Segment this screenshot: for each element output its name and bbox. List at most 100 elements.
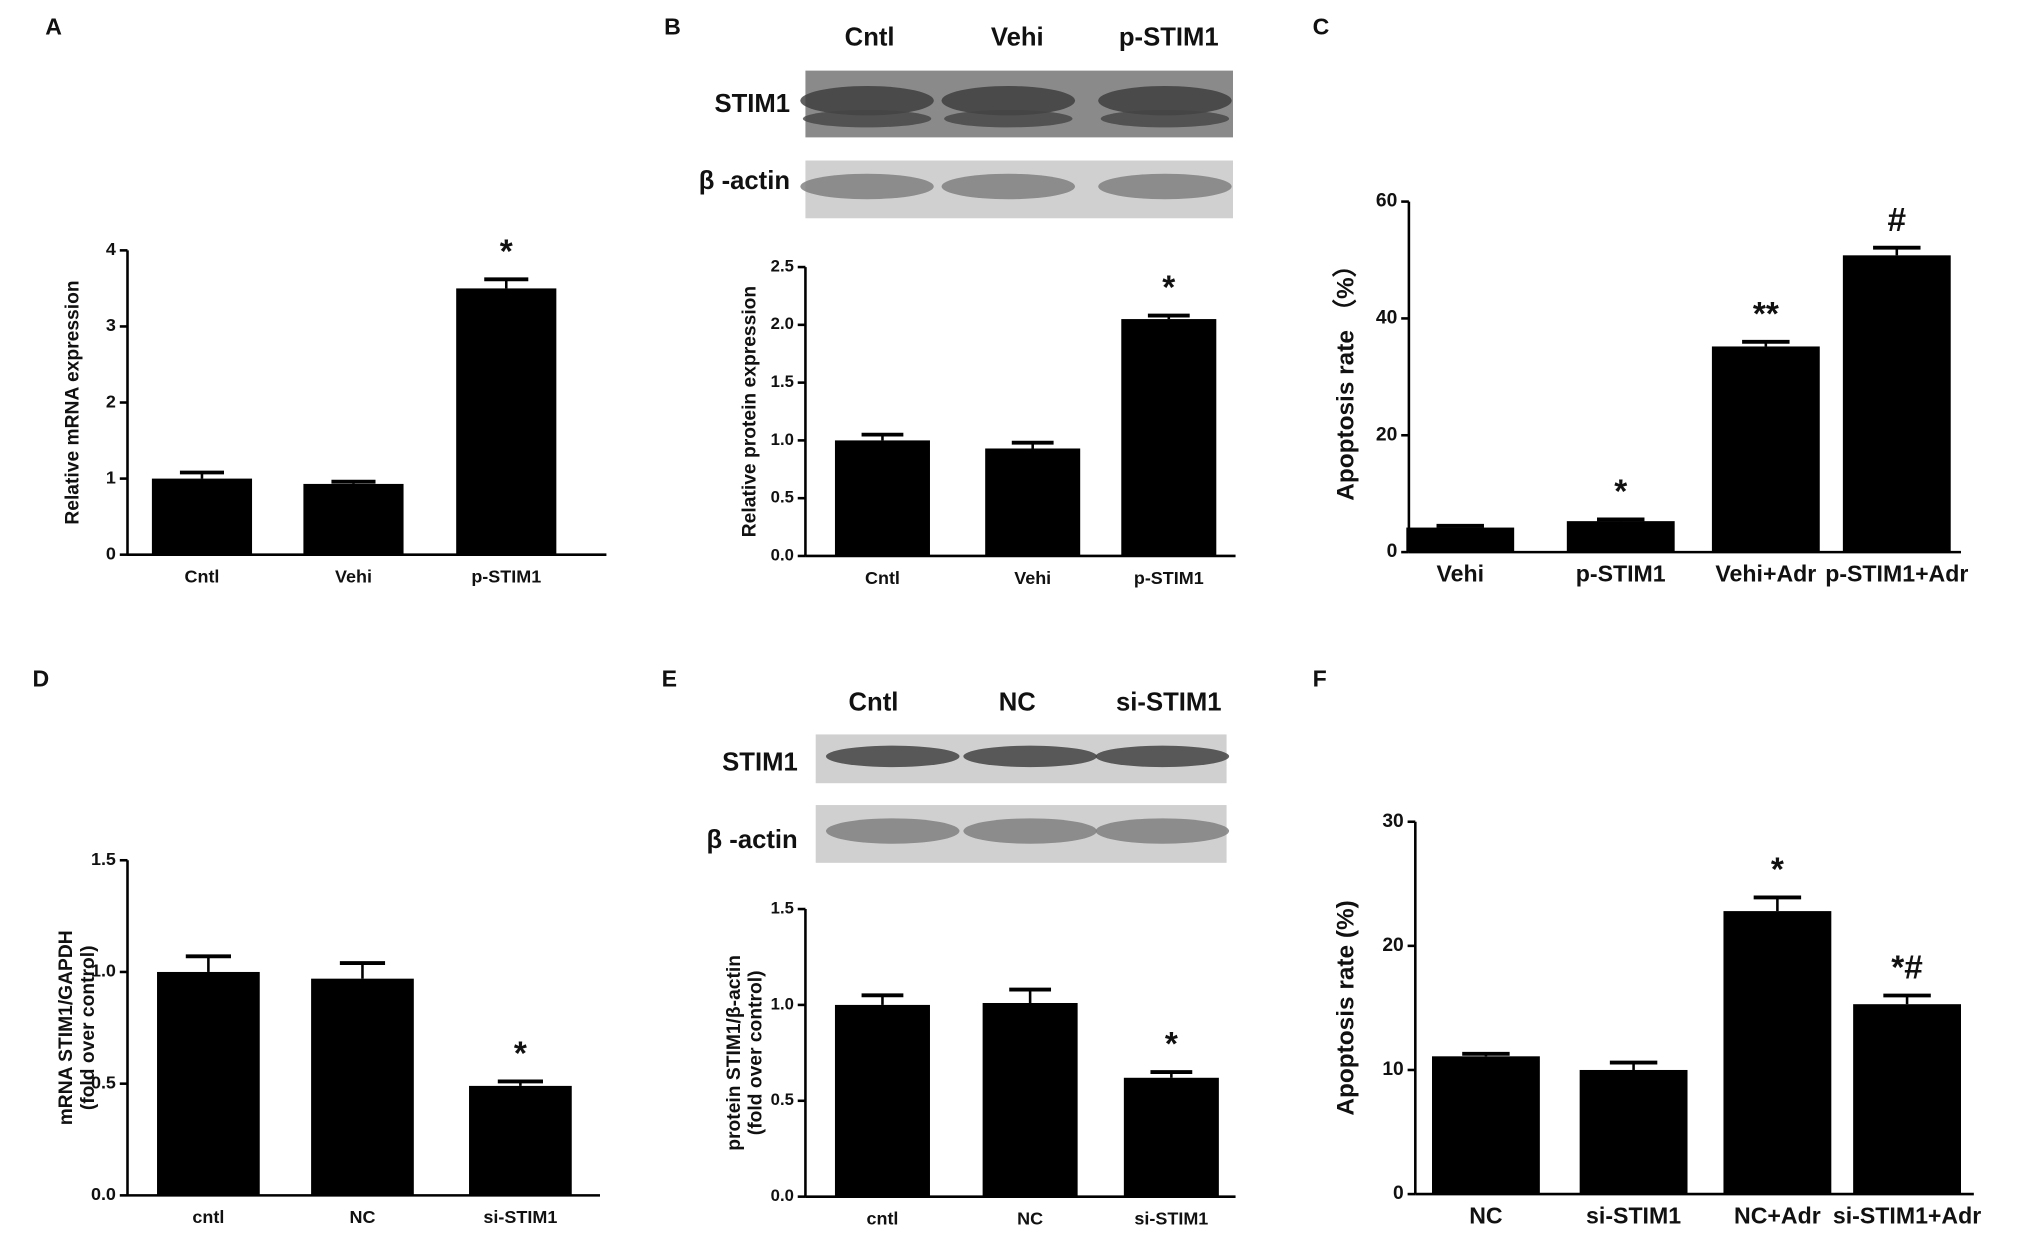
y-tick-label: 1.5: [771, 372, 794, 391]
y-tick-label: 1.0: [771, 994, 794, 1013]
y-axis-label: Relative mRNA expression: [63, 280, 84, 524]
y-tick-label: 0: [106, 543, 116, 563]
x-tick-label: Cntl: [184, 567, 219, 587]
y-axis-label: Apoptosis rate （%）: [1333, 253, 1360, 501]
y-axis-label: (fold over control): [746, 971, 767, 1136]
y-axis-label: mRNA STIM1/GAPDH: [56, 930, 77, 1125]
blot-band: [944, 110, 1073, 128]
bar: [1432, 1056, 1540, 1195]
y-tick-label: 1: [106, 467, 116, 487]
x-tick-label: Vehi: [1014, 568, 1051, 588]
bar: [1842, 255, 1951, 553]
x-tick-label: si-STIM1+Adr: [1833, 1202, 1981, 1228]
bar: [834, 1004, 930, 1197]
y-tick-label: 1.0: [91, 961, 116, 981]
y-tick-label: 4: [106, 239, 116, 259]
y-tick-label: 30: [1382, 811, 1403, 832]
x-tick-label: Vehi: [335, 567, 372, 587]
bar: [982, 1002, 1078, 1197]
blot-row-label: STIM1: [722, 749, 798, 777]
y-tick-label: 0.5: [771, 488, 794, 507]
significance-marker: *#: [1891, 950, 1923, 987]
blot-band: [963, 745, 1097, 768]
bar: [1711, 346, 1820, 553]
significance-marker: *: [1165, 1026, 1178, 1063]
y-tick-label: 1.5: [771, 898, 794, 917]
bar: [469, 1085, 572, 1196]
significance-marker: #: [1888, 202, 1907, 239]
blot-band: [800, 173, 934, 200]
y-tick-label: 2.5: [771, 256, 794, 275]
significance-marker: **: [1753, 296, 1779, 333]
blot-lane-label: Cntl: [845, 23, 895, 51]
blot-row-label: β -actin: [699, 167, 790, 195]
x-tick-label: p-STIM1+Adr: [1825, 560, 1968, 586]
x-tick-label: p-STIM1: [471, 567, 541, 587]
y-tick-label: 20: [1376, 424, 1397, 445]
x-tick-label: p-STIM1: [1576, 560, 1666, 586]
bar: [985, 448, 1081, 556]
bar: [1121, 319, 1217, 556]
x-tick-label: si-STIM1: [1134, 1209, 1208, 1229]
bar: [456, 288, 557, 555]
x-tick-label: NC+Adr: [1734, 1202, 1821, 1228]
y-tick-label: 40: [1376, 308, 1397, 329]
blot-row-label: STIM1: [714, 90, 790, 118]
blot-band: [1098, 173, 1232, 200]
x-tick-label: Vehi+Adr: [1715, 560, 1816, 586]
blot-band: [941, 85, 1076, 116]
blot-band: [1100, 110, 1230, 128]
x-tick-label: NC: [1017, 1209, 1043, 1229]
bar: [834, 440, 930, 556]
blot-lane-label: p-STIM1: [1119, 23, 1219, 51]
x-tick-label: si-STIM1: [483, 1207, 557, 1227]
blot-band: [941, 173, 1076, 200]
blot-band: [800, 85, 934, 116]
y-tick-label: 0: [1387, 541, 1398, 562]
x-tick-label: Cntl: [865, 568, 900, 588]
y-tick-label: 0.0: [771, 1186, 794, 1205]
bar: [1723, 911, 1832, 1195]
x-tick-label: NC: [349, 1207, 375, 1227]
y-axis-label: (fold over control): [78, 945, 99, 1110]
blot-lane-label: NC: [999, 688, 1036, 716]
blot-lane-label: si-STIM1: [1116, 688, 1222, 716]
panel-label: A: [45, 13, 62, 39]
blot-lane-label: Cntl: [849, 688, 899, 716]
blot-band: [802, 110, 932, 128]
panel-label: D: [32, 666, 49, 692]
panel-label: C: [1313, 13, 1330, 39]
significance-marker: *: [500, 233, 513, 270]
x-tick-label: NC: [1469, 1202, 1503, 1228]
y-tick-label: 60: [1376, 191, 1397, 212]
y-tick-label: 0.0: [771, 545, 794, 564]
x-tick-label: cntl: [192, 1207, 224, 1227]
y-tick-label: 1.5: [91, 849, 116, 869]
y-tick-label: 0.5: [771, 1090, 794, 1109]
significance-marker: *: [514, 1036, 527, 1073]
blot-band: [1098, 85, 1232, 116]
blot-row-label: β -actin: [707, 826, 798, 854]
y-tick-label: 20: [1382, 935, 1403, 956]
y-tick-label: 2.0: [771, 314, 794, 333]
significance-marker: *: [1771, 852, 1784, 889]
blot-band: [963, 818, 1097, 844]
y-tick-label: 0.5: [91, 1072, 116, 1092]
x-tick-label: Vehi: [1436, 560, 1484, 586]
y-axis-label: protein STIM1/β-actin: [724, 955, 745, 1151]
blot-band: [825, 818, 960, 844]
significance-marker: *: [1614, 474, 1627, 511]
bar: [1566, 521, 1675, 553]
bar: [151, 478, 253, 555]
y-tick-label: 0: [1393, 1183, 1404, 1204]
x-tick-label: p-STIM1: [1134, 568, 1204, 588]
y-tick-label: 10: [1382, 1059, 1403, 1080]
bar: [1853, 1004, 1961, 1195]
significance-marker: *: [1162, 270, 1175, 307]
y-axis-label: Apoptosis rate (%): [1333, 900, 1360, 1115]
y-tick-label: 0.0: [91, 1184, 116, 1204]
blot-band: [825, 745, 960, 768]
bar: [157, 971, 260, 1196]
